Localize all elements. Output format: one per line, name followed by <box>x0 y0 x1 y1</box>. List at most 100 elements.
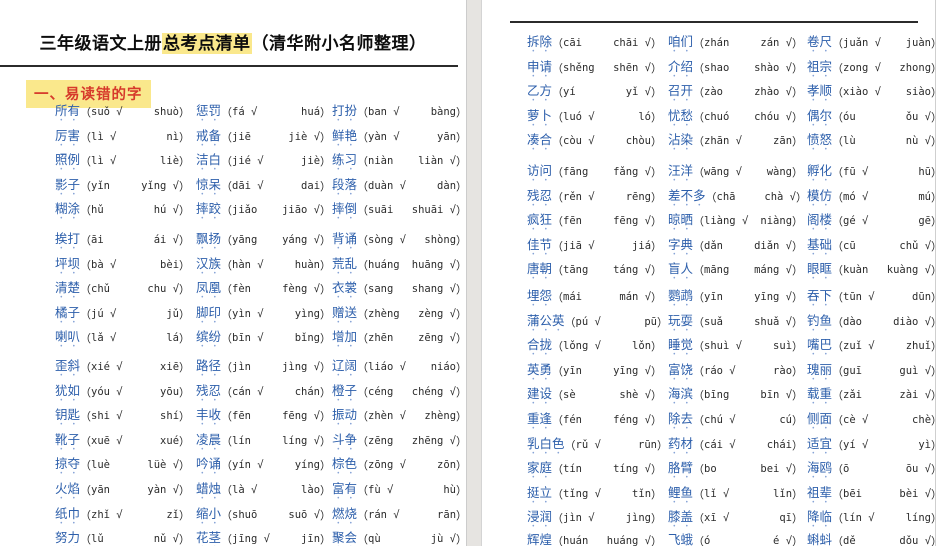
word-text: 浸润 <box>527 510 553 525</box>
pinyin-options: （luè lüè √） <box>80 459 191 473</box>
pinyin-option-1: cán √ <box>232 385 264 398</box>
word-entry: 晾晒（liàng √ niàng） <box>668 209 807 233</box>
pinyin-options: （fāng fǎng √） <box>552 166 663 180</box>
word-entry: 惩罚（fá √ huá） <box>196 100 332 124</box>
word-text: 衣裳 <box>332 281 358 296</box>
pinyin-options: （fēn fēng √） <box>221 410 332 424</box>
word-text: 橙子 <box>332 383 358 398</box>
pinyin-option-1: sang <box>368 283 394 296</box>
word-text: 背诵 <box>332 232 358 247</box>
word-text: 重逢 <box>527 412 553 427</box>
word-text: 忧愁 <box>668 108 694 123</box>
pinyin-option-1: liáo √ <box>368 361 406 374</box>
pinyin-options: （yóu √ yōu） <box>80 385 191 399</box>
word-text: 晾晒 <box>668 213 694 228</box>
pinyin-options: （cái √ chái） <box>693 438 804 452</box>
word-text: 影子 <box>55 177 81 192</box>
word-text: 斗争 <box>332 432 358 447</box>
word-entry: 聚会（qù jù √） <box>332 527 466 546</box>
word-entry: 戒备（jiē jiè √） <box>196 125 332 149</box>
pinyin-option-1: huáng <box>368 258 400 271</box>
word-text: 努力 <box>55 531 81 546</box>
word-text: 咱们 <box>668 35 694 50</box>
pinyin-option-2: táng √ <box>613 264 652 277</box>
pinyin-options: （yìn √ yìng） <box>221 307 332 321</box>
pinyin-options: （suǎ shuǎ √） <box>693 315 804 329</box>
word-text: 脚印 <box>196 305 222 320</box>
pinyin-options: （fū √hū） <box>832 166 935 180</box>
pinyin-option-1: xié √ <box>91 361 123 374</box>
pinyin-option-2: nù √ <box>905 135 932 148</box>
pinyin-option-2: niàng <box>760 215 793 228</box>
word-text: 惊呆 <box>196 177 222 192</box>
word-text: 埋怨 <box>527 289 553 304</box>
pinyin-options: （dāi √ dai） <box>221 179 332 193</box>
pinyin-options: （yí yǐ √） <box>552 86 663 100</box>
word-entry: 残忍（rěn √ rēng） <box>527 185 668 209</box>
pinyin-options: （fá √ huá） <box>221 106 332 120</box>
pinyin-option-2: shuò <box>153 106 180 119</box>
pinyin-option-2: zán √ <box>760 37 793 50</box>
word-entry: 汪洋（wāng √ wàng） <box>668 160 807 184</box>
word-entry: 照例（lì √ liè） <box>55 149 196 173</box>
word-text: 燃烧 <box>332 506 358 521</box>
word-entry: 纸巾（zhǐ √ zǐ） <box>55 503 196 527</box>
pinyin-option-1: mái <box>563 291 582 304</box>
word-entry: 乙方（yí yǐ √） <box>527 80 668 104</box>
pinyin-options: （liáo √ niáo） <box>357 361 467 375</box>
pinyin-option-2: chāi √ <box>613 37 652 50</box>
pinyin-option-1: yǐn <box>91 179 110 192</box>
pinyin-option-1: ban √ <box>368 106 400 119</box>
pinyin-options: （sè shè √） <box>552 389 663 403</box>
pinyin-option-1: fèn <box>232 283 251 296</box>
word-entry: 吞下（tūn √dūn） <box>807 285 935 309</box>
word-entry: 赠送（zhèng zèng √） <box>332 302 466 326</box>
pinyin-option-2: wàng <box>766 166 793 179</box>
pinyin-options: （zōng √ zōn） <box>357 459 467 473</box>
pinyin-options: （yǐn yǐng √） <box>80 179 191 193</box>
word-entry: 火焰（yān yàn √） <box>55 478 196 502</box>
pinyin-option-2: dàn <box>437 179 457 192</box>
word-entry: 棕色（zōng √ zōn） <box>332 453 467 477</box>
pinyin-option-2: zān <box>773 135 793 148</box>
word-entry: 残忍（cán √ chán） <box>196 380 332 404</box>
pinyin-option-1: tǐng √ <box>563 487 601 500</box>
word-entry: 字典（dǎn diǎn √） <box>668 234 807 258</box>
pinyin-option-2: huá <box>301 106 321 119</box>
word-text: 偶尔 <box>807 108 833 123</box>
pinyin-options: （ban √ bàng） <box>357 106 467 120</box>
pinyin-option-2: jìng <box>625 512 652 525</box>
pinyin-option-2: yīng √ <box>613 364 652 377</box>
word-text: 乳白色 <box>527 436 565 451</box>
pinyin-option-1: zào <box>704 86 723 99</box>
pinyin-option-2: chǔ √ <box>899 239 932 252</box>
word-text: 橘子 <box>55 305 81 320</box>
pinyin-options: （lì √ liè） <box>80 155 191 169</box>
pinyin-option-1: bà √ <box>91 258 117 271</box>
pinyin-option-1: tāng <box>563 264 589 277</box>
pinyin-option-1: xuē √ <box>91 434 123 447</box>
word-entry: 犹如（yóu √ yōu） <box>55 380 196 404</box>
word-entry: 增加（zhēn zēng √） <box>332 326 466 350</box>
pinyin-options: （ó é √） <box>693 535 804 546</box>
pinyin-options: （luó √ ló） <box>552 110 663 124</box>
pinyin-options: （lǐ √ lǐn） <box>693 487 804 501</box>
pinyin-option-2: chà √ <box>764 190 796 203</box>
pinyin-options: （zhān √ zān） <box>693 135 804 149</box>
pinyin-option-2: xiē <box>160 361 180 374</box>
word-text: 歪斜 <box>55 359 81 374</box>
pinyin-option-1: yìn √ <box>232 307 264 320</box>
word-entry: 路径（jìn jìng √） <box>196 355 332 379</box>
word-text: 孝顺 <box>807 84 833 99</box>
pinyin-option-1: luó √ <box>563 110 595 123</box>
pinyin-option-1: cāi <box>563 37 582 50</box>
pinyin-option-1: cū <box>843 239 856 252</box>
word-text: 厉害 <box>55 128 81 143</box>
word-text: 合拢 <box>527 338 553 353</box>
word-text: 汉族 <box>196 256 222 271</box>
word-entry: 差不多（chā chà √） <box>668 185 807 209</box>
pinyin-option-1: còu √ <box>563 135 595 148</box>
